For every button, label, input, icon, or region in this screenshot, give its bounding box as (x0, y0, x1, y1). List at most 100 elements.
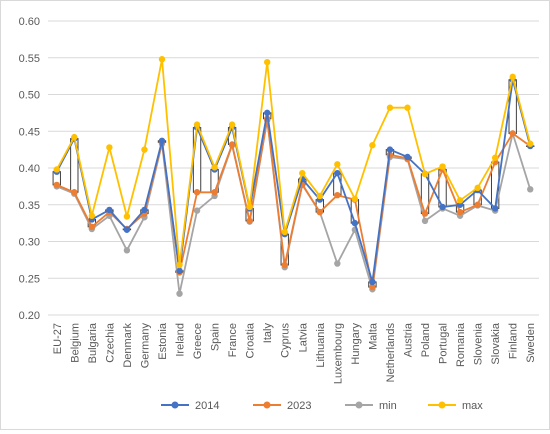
x-tick-label: Germany (139, 323, 151, 369)
data-point-2023 (71, 189, 78, 196)
legend-label: 2014 (195, 400, 219, 412)
data-point-2014 (176, 267, 183, 275)
data-point-max (351, 195, 359, 203)
data-point-max (141, 146, 148, 153)
series-line-2014 (56, 78, 532, 283)
data-point-max (386, 104, 394, 111)
legend: 2014 2023 min max (161, 400, 483, 412)
x-tick-label: Estonia (157, 322, 169, 360)
data-point-2023 (421, 210, 429, 217)
data-point-2023 (334, 191, 341, 199)
data-point-2014 (369, 278, 376, 286)
series-lines (53, 56, 534, 297)
y-tick-label: 0.30 (19, 237, 40, 249)
y-tick-label: 0.25 (19, 273, 40, 285)
x-tick-label: Romania (455, 322, 467, 367)
data-point-2014 (456, 201, 464, 208)
x-tick-label: Croatia (245, 322, 257, 358)
data-point-2023 (246, 217, 253, 225)
data-point-min (193, 207, 201, 214)
series-line-max (56, 58, 532, 266)
data-point-min (334, 260, 341, 267)
y-tick-label: 0.60 (19, 16, 40, 28)
data-point-2014 (491, 205, 499, 212)
x-tick-label: Lithuania (315, 322, 327, 368)
x-tick-label: Sweden (525, 323, 537, 363)
grid-lines (48, 20, 539, 316)
data-point-2023 (88, 223, 96, 230)
range-boxes (52, 79, 535, 288)
data-point-max (421, 170, 429, 178)
data-point-max (369, 142, 376, 149)
data-point-min (421, 217, 429, 225)
legend-marker-2023 (263, 401, 271, 409)
x-tick-label: Austria (402, 322, 414, 357)
data-point-2014 (158, 137, 166, 145)
data-point-max (176, 261, 183, 269)
x-tick-label: Slovakia (490, 322, 502, 364)
y-tick-label: 0.20 (19, 310, 40, 322)
data-point-2023 (509, 130, 516, 137)
x-tick-label: Latvia (297, 322, 309, 352)
data-point-max (193, 121, 201, 128)
data-point-max (88, 212, 96, 219)
data-point-2014 (141, 206, 148, 214)
legend-label: max (462, 400, 483, 412)
data-point-max (316, 192, 324, 200)
x-tick-label: Luxembourg (332, 323, 344, 384)
legend-label: 2023 (287, 400, 311, 412)
data-point-2014 (439, 203, 446, 211)
legend-marker-2014 (171, 401, 179, 409)
data-point-2014 (123, 226, 131, 233)
data-point-min (176, 290, 183, 297)
data-point-2014 (386, 146, 394, 153)
data-point-max (491, 154, 499, 161)
data-point-2023 (281, 261, 288, 269)
data-point-2023 (474, 201, 481, 208)
data-point-max (158, 56, 166, 63)
x-tick-label: Belgium (69, 323, 81, 363)
data-point-max (106, 144, 113, 151)
x-tick-label: EU-27 (52, 323, 64, 354)
data-point-max (53, 166, 60, 173)
legend-marker-max (438, 401, 446, 409)
data-point-2023 (53, 181, 60, 189)
y-tick-label: 0.55 (19, 53, 40, 65)
data-point-2014 (263, 109, 271, 117)
data-point-2023 (456, 208, 464, 216)
data-point-min (123, 247, 131, 254)
data-point-2014 (351, 219, 359, 227)
data-point-2023 (211, 189, 218, 196)
x-tick-label: Netherlands (385, 323, 397, 383)
x-tick-label: Greece (192, 323, 204, 359)
x-tick-label: Finland (508, 323, 520, 359)
data-point-max (334, 161, 341, 168)
x-tick-label: Ireland (175, 323, 187, 357)
data-point-2023 (316, 208, 324, 216)
x-tick-label: Spain (210, 323, 222, 351)
series-line-2023 (56, 117, 531, 289)
legend-marker-min (355, 401, 363, 409)
data-point-max (527, 140, 534, 147)
x-tick-label: Cyprus (280, 323, 292, 358)
data-point-max (509, 73, 516, 81)
x-tick-label: France (227, 323, 239, 357)
x-tick-label: Slovenia (473, 322, 485, 365)
legend-label: min (379, 400, 397, 412)
x-tick-label: Portugal (438, 323, 450, 364)
y-axis-tick-labels: 0.20 0.25 0.30 0.35 0.40 0.45 0.50 0.55 0.60 (19, 16, 40, 322)
x-axis-tick-labels: EU-27 Belgium Bulgaria Czechia Denmark German… (52, 322, 537, 384)
data-point-max (246, 203, 253, 211)
data-point-max (474, 184, 481, 192)
data-point-max (439, 163, 446, 170)
x-tick-label: Denmark (122, 323, 134, 368)
y-tick-label: 0.45 (19, 126, 40, 138)
y-tick-label: 0.50 (19, 90, 40, 102)
y-tick-label: 0.35 (19, 200, 40, 212)
x-tick-label: Italy (262, 323, 274, 344)
data-point-max (299, 169, 306, 177)
data-point-2014 (404, 153, 411, 161)
data-point-max (456, 197, 464, 204)
